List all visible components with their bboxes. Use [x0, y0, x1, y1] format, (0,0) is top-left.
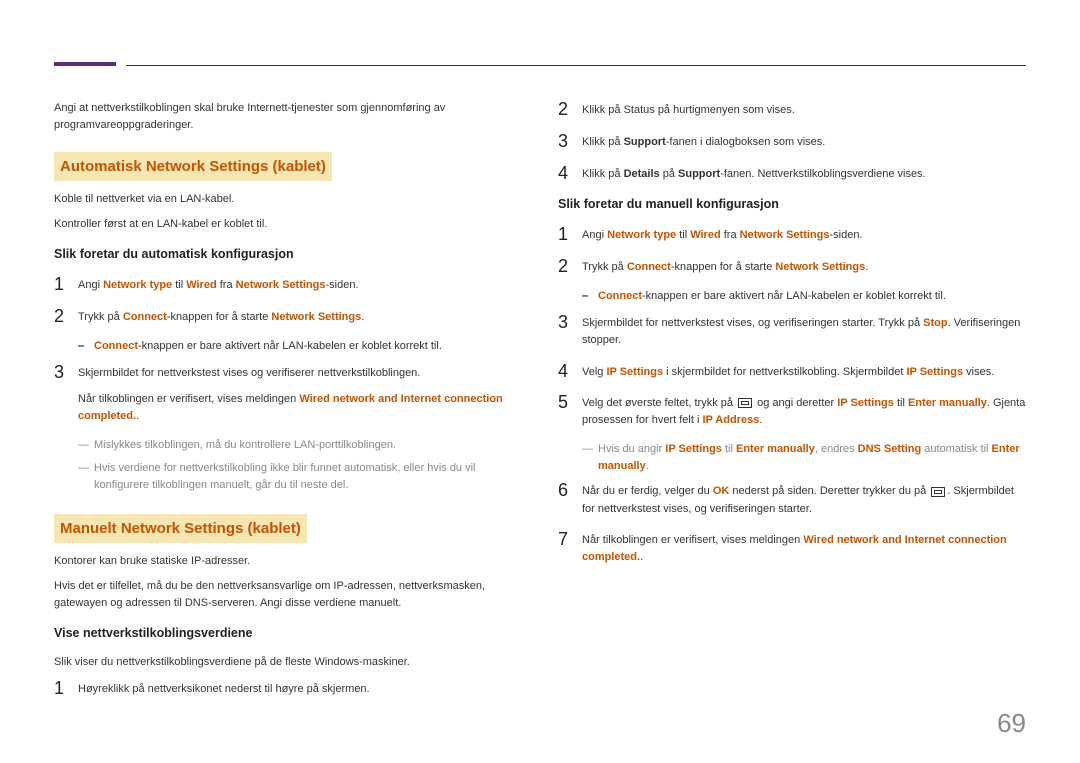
subheading: Vise nettverkstilkoblingsverdiene [54, 624, 522, 643]
step-number: 3 [558, 132, 582, 152]
step-number: 5 [558, 393, 582, 413]
step-number: 6 [558, 481, 582, 501]
paragraph: Slik viser du nettverkstilkoblingsverdie… [54, 654, 522, 671]
list-item: 3 Skjermbildet for nettverkstest vises, … [558, 313, 1026, 349]
step-body: Høyreklikk på nettverksikonet nederst ti… [78, 679, 522, 698]
dash-icon: ‒ [582, 288, 598, 305]
footnote: ―Mislykkes tilkoblingen, må du kontrolle… [78, 437, 522, 454]
step-body: Skjermbildet for nettverkstest vises, og… [582, 313, 1026, 349]
subheading: Slik foretar du manuell konfigurasjon [558, 195, 1026, 214]
step-body: Når tilkoblingen er verifisert, vises me… [582, 530, 1026, 566]
list-item: 7 Når tilkoblingen er verifisert, vises … [558, 530, 1026, 566]
step-number: 4 [558, 362, 582, 382]
footnote: ― Hvis du angir IP Settings til Enter ma… [582, 441, 1026, 475]
page-number: 69 [997, 708, 1026, 739]
step-body: Velg IP Settings i skjermbildet for nett… [582, 362, 1026, 381]
intro-text: Angi at nettverkstilkoblingen skal bruke… [54, 100, 522, 134]
list-item: 1 Angi Network type til Wired fra Networ… [558, 225, 1026, 245]
list-item: 4 Velg IP Settings i skjermbildet for ne… [558, 362, 1026, 382]
step-body: Skjermbildet for nettverkstest vises og … [78, 363, 522, 424]
page-content: Angi at nettverkstilkoblingen skal bruke… [54, 100, 1026, 710]
right-column: 2 Klikk på Status på hurtigmenyen som vi… [558, 100, 1026, 710]
sub-note: ‒ Connect-knappen er bare aktivert når L… [78, 338, 522, 355]
paragraph: Koble til nettverket via en LAN-kabel. [54, 191, 522, 208]
dash-icon: ‒ [78, 338, 94, 355]
list-item: 1 Høyreklikk på nettverksikonet nederst … [54, 679, 522, 699]
step-number: 3 [54, 363, 78, 383]
dash-icon: ― [78, 460, 94, 477]
footnote: ―Hvis verdiene for nettverkstilkobling i… [78, 460, 522, 494]
step-body: Angi Network type til Wired fra Network … [582, 225, 1026, 244]
list-item: 6 Når du er ferdig, velger du OK nederst… [558, 481, 1026, 517]
step-number: 1 [558, 225, 582, 245]
paragraph: Hvis det er tilfellet, må du be den nett… [54, 578, 522, 612]
list-item: 2 Trykk på Connect-knappen for å starte … [54, 307, 522, 327]
step-body: Trykk på Connect-knappen for å starte Ne… [78, 307, 522, 326]
dash-icon: ― [582, 441, 598, 458]
step-number: 4 [558, 164, 582, 184]
step-number: 1 [54, 275, 78, 295]
enter-key-icon [931, 487, 945, 497]
step-body: Velg det øverste feltet, trykk på og ang… [582, 393, 1026, 429]
enter-key-icon [738, 398, 752, 408]
list-item: 1 Angi Network type til Wired fra Networ… [54, 275, 522, 295]
list-item: 4 Klikk på Details på Support-fanen. Net… [558, 164, 1026, 184]
list-item: 3 Skjermbildet for nettverkstest vises o… [54, 363, 522, 424]
step-number: 2 [558, 257, 582, 277]
step-number: 3 [558, 313, 582, 333]
left-column: Angi at nettverkstilkoblingen skal bruke… [54, 100, 522, 710]
step-number: 7 [558, 530, 582, 550]
list-item: 2 Trykk på Connect-knappen for å starte … [558, 257, 1026, 277]
subheading: Slik foretar du automatisk konfigurasjon [54, 245, 522, 264]
sub-note: ‒ Connect-knappen er bare aktivert når L… [582, 288, 1026, 305]
step-number: 1 [54, 679, 78, 699]
paragraph: Kontorer kan bruke statiske IP-adresser. [54, 553, 522, 570]
step-body: Angi Network type til Wired fra Network … [78, 275, 522, 294]
list-item: 5 Velg det øverste feltet, trykk på og a… [558, 393, 1026, 429]
step-number: 2 [558, 100, 582, 120]
step-body: Når du er ferdig, velger du OK nederst p… [582, 481, 1026, 517]
section-heading-auto: Automatisk Network Settings (kablet) [54, 152, 332, 181]
paragraph: Kontroller først at en LAN-kabel er kobl… [54, 216, 522, 233]
step-body: Klikk på Support-fanen i dialogboksen so… [582, 132, 1026, 151]
dash-icon: ― [78, 437, 94, 454]
list-item: 3 Klikk på Support-fanen i dialogboksen … [558, 132, 1026, 152]
list-item: 2 Klikk på Status på hurtigmenyen som vi… [558, 100, 1026, 120]
header-rule [126, 65, 1026, 66]
section-heading-manual: Manuelt Network Settings (kablet) [54, 514, 307, 543]
step-body: Trykk på Connect-knappen for å starte Ne… [582, 257, 1026, 276]
step-number: 2 [54, 307, 78, 327]
header-accent-bar [54, 62, 116, 66]
step-body: Klikk på Status på hurtigmenyen som vise… [582, 100, 1026, 119]
step-body: Klikk på Details på Support-fanen. Nettv… [582, 164, 1026, 183]
